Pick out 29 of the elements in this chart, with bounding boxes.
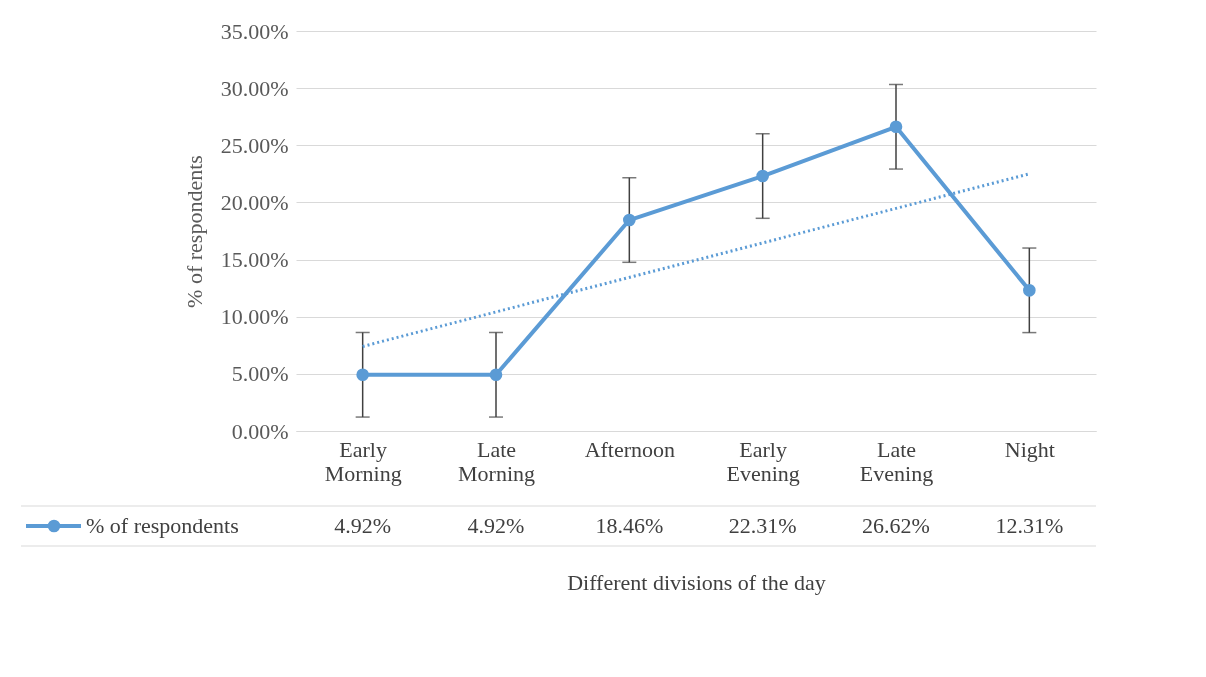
x-tick-label: Late Morning (458, 436, 535, 486)
point (1023, 284, 1036, 297)
y-tick-label: 25.00% (220, 132, 289, 158)
y-tick-label: 0.00% (231, 418, 289, 444)
point (889, 120, 903, 134)
x-tick-label: Late Evening (859, 436, 934, 486)
y-tick-label: 35.00% (220, 18, 289, 44)
point (489, 368, 503, 382)
y-tick-label: 10.00% (220, 304, 289, 330)
y-tick-label: 20.00% (220, 189, 289, 215)
x-tick-label: Night (1004, 436, 1055, 462)
data-label: 4.92% (467, 513, 525, 538)
data-label: 4.92% (334, 513, 392, 538)
x-axis-title: Different divisions of the day (567, 569, 826, 595)
data-label: 18.46% (595, 513, 664, 538)
x-tick-label: Early Morning (324, 436, 402, 486)
point (356, 368, 369, 382)
x-tick-label: Afternoon (584, 436, 676, 462)
y-axis-title: % of respondents (181, 155, 207, 308)
point (623, 213, 636, 227)
y-tick-label: 15.00% (220, 247, 289, 273)
legend-label: % of respondents (86, 513, 239, 538)
y-tick-label: 5.00% (231, 361, 289, 387)
point (756, 169, 769, 183)
y-tick-label: 30.00% (220, 75, 289, 101)
data-label: 22.31% (728, 513, 797, 538)
data-label: 12.31% (995, 513, 1064, 538)
data-label: 26.62% (862, 513, 930, 538)
x-tick-label: Early Evening (726, 436, 800, 486)
